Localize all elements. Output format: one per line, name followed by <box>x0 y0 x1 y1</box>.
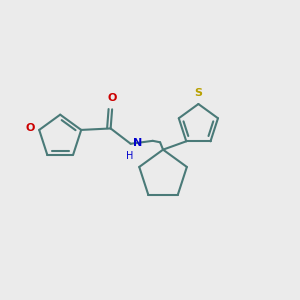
Text: O: O <box>107 93 117 103</box>
Text: S: S <box>194 88 202 98</box>
Text: N: N <box>133 138 142 148</box>
Text: H: H <box>125 151 133 161</box>
Text: O: O <box>26 124 35 134</box>
